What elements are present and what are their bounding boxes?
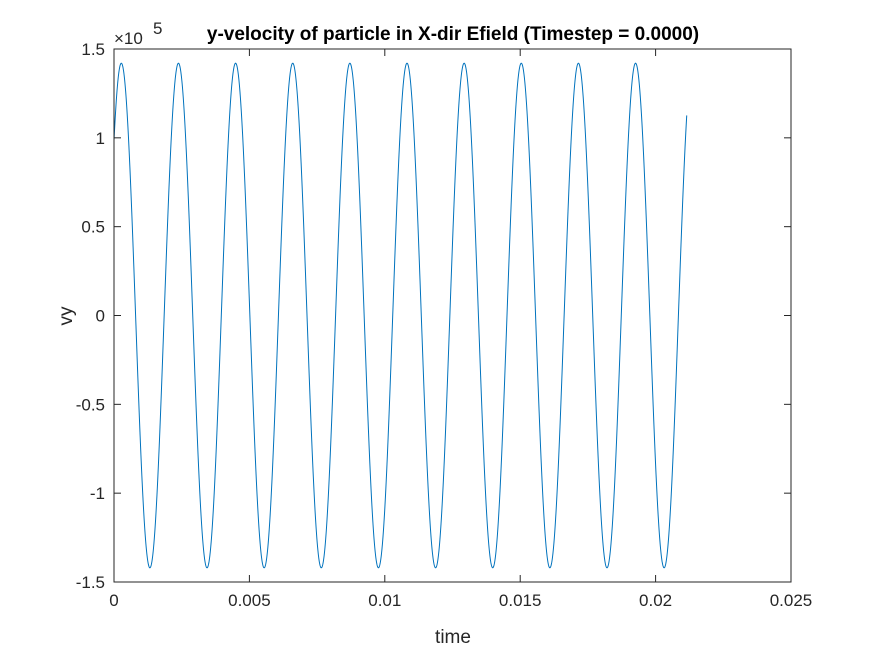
chart-title: y-velocity of particle in X-dir Efield (… xyxy=(207,24,699,45)
y-tick-label: -0.5 xyxy=(76,395,105,414)
x-tick-label: 0.025 xyxy=(770,591,813,610)
x-tick-label: 0.015 xyxy=(499,591,542,610)
x-axis-label: time xyxy=(435,627,471,648)
series-layer xyxy=(113,62,688,569)
tick-layer: 0 0.005 0.01 0.015 0.02 0.025 -1.5 -1 -0.5 0 0.5 1 1… xyxy=(76,40,813,610)
y-tick-label: 0 xyxy=(96,307,105,326)
plot-area xyxy=(114,49,791,582)
x-tick-label: 0.02 xyxy=(639,591,672,610)
x-tick-label: 0.01 xyxy=(368,591,401,610)
x-tick-label: 0.005 xyxy=(228,591,271,610)
y-tick-label: 0.5 xyxy=(81,218,105,237)
y-tick-label: -1 xyxy=(90,484,105,503)
y-axis-label: vy xyxy=(56,306,77,326)
y-axis-exponent-base: ×10 xyxy=(114,29,143,48)
x-tick-label: 0 xyxy=(109,591,118,610)
y-tick-label: 1 xyxy=(96,129,105,148)
series-line-vy xyxy=(113,62,688,569)
y-axis-exponent-power: 5 xyxy=(153,19,162,38)
y-tick-label: -1.5 xyxy=(76,573,105,592)
y-tick-label: 1.5 xyxy=(81,40,105,59)
